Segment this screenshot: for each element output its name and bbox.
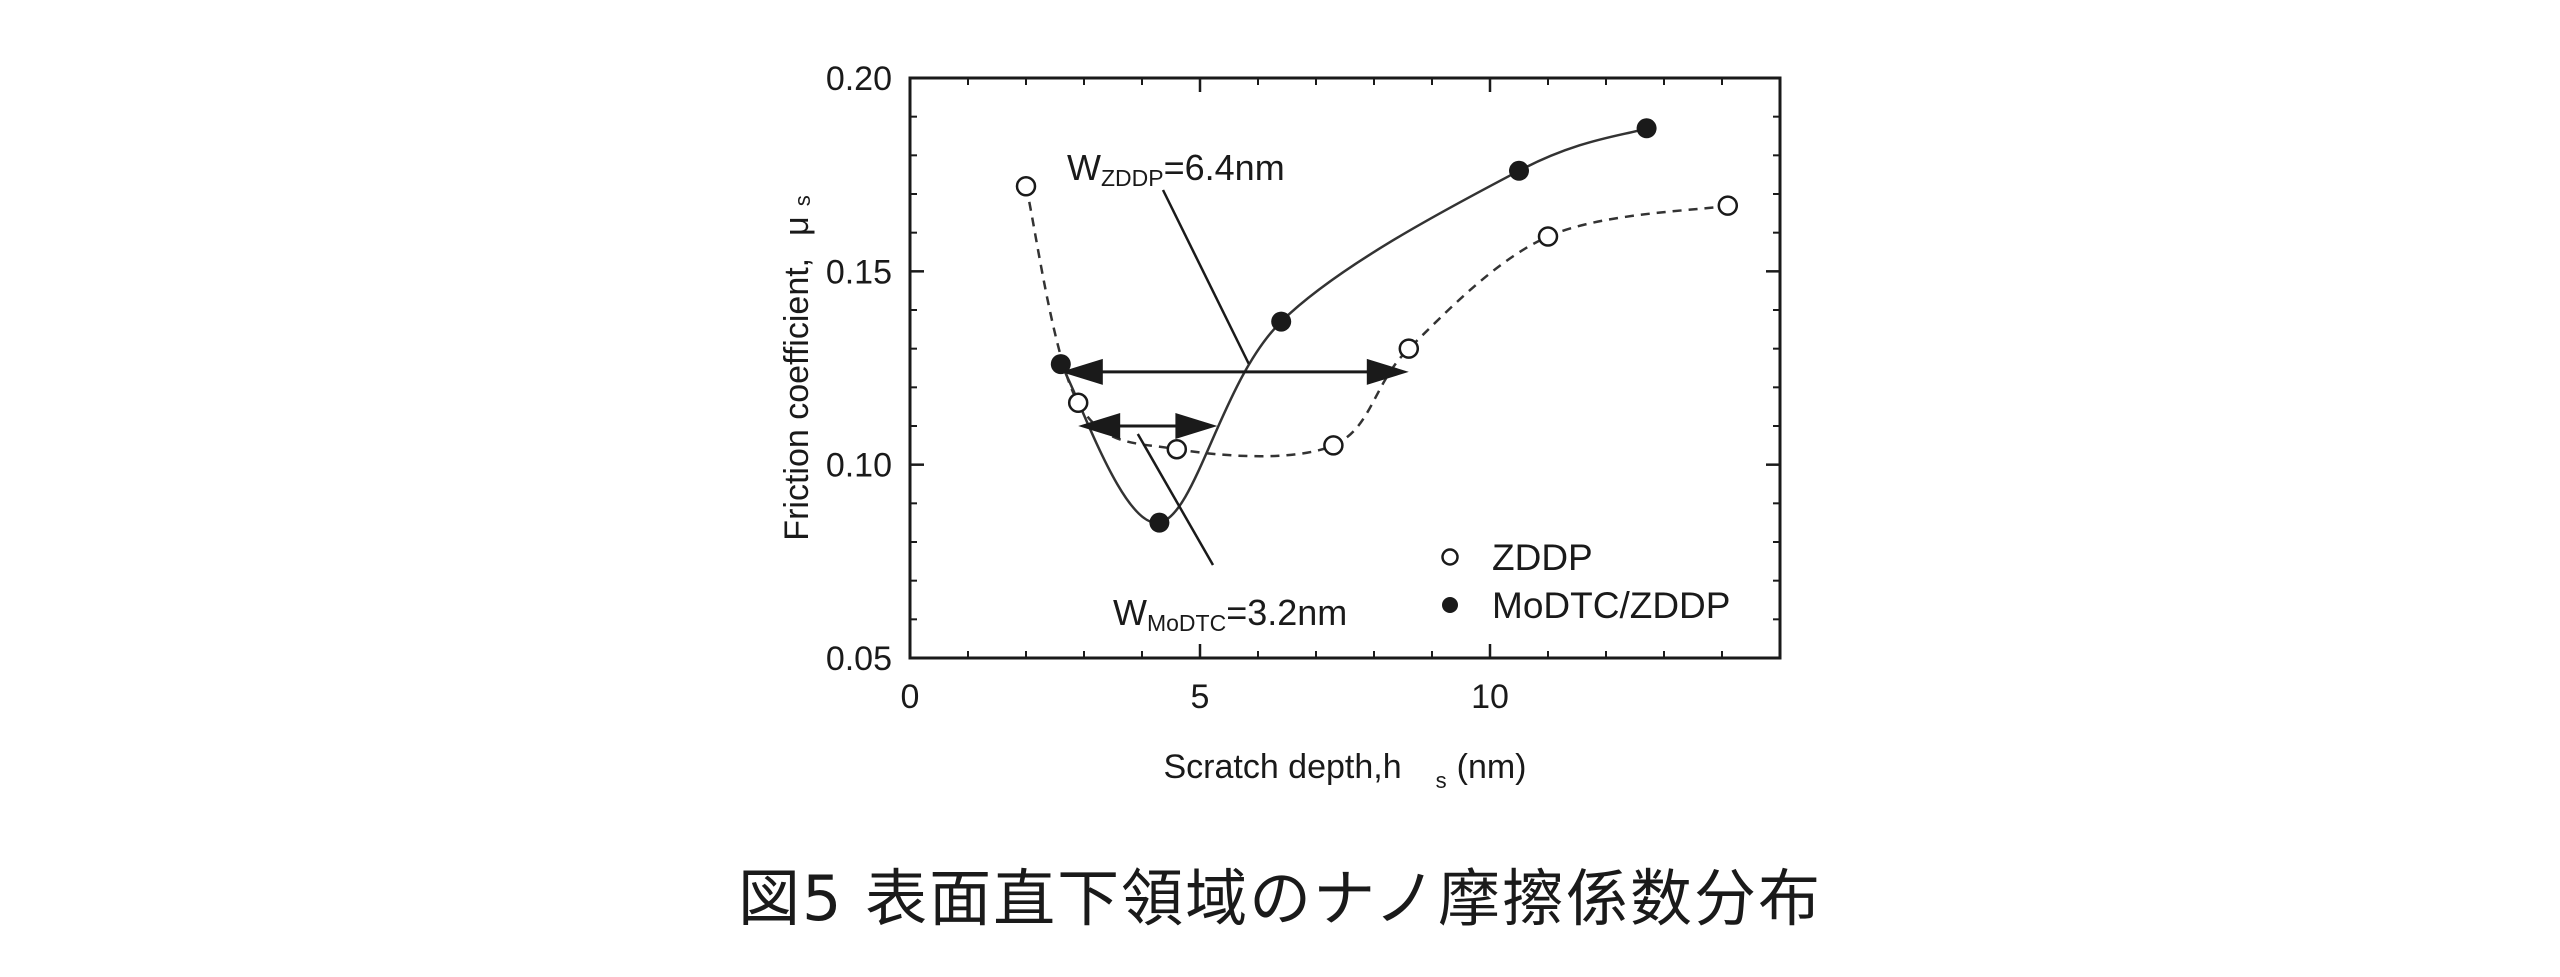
legend-label-modtc-zddp: MoDTC/ZDDP (1492, 585, 1730, 626)
y-tick-label: 0.20 (826, 60, 892, 98)
y-axis-label: Friction coefficient,μs (778, 195, 816, 540)
x-tick-label: 0 (901, 678, 920, 716)
friction-chart: 0 5 10 0.05 0.10 0.15 0.20 Scratch depth,h s (nm… (778, 60, 1782, 793)
point-zddp (1015, 176, 1037, 197)
x-tick-label: 5 (1191, 678, 1210, 716)
legend-label-zddp: ZDDP (1492, 537, 1593, 578)
tick-layer: 0 5 10 0.05 0.10 0.15 0.20 (826, 60, 1781, 716)
point-zddp (1166, 438, 1188, 460)
data-points (1015, 118, 1739, 533)
point-zddp (1323, 435, 1344, 456)
point-modtc-zddp (1636, 118, 1657, 139)
arrow-w-zddp-head-left (1060, 358, 1103, 385)
y-tick-label: 0.10 (826, 447, 892, 485)
point-zddp (1537, 226, 1559, 247)
point-modtc-zddp (1271, 311, 1292, 332)
figure-caption: 図5 表面直下領域のナノ摩擦係数分布 (737, 862, 1823, 935)
point-modtc-zddp (1050, 354, 1071, 375)
legend: ZDDP MoDTC/ZDDP (1441, 537, 1730, 626)
x-tick-label: 10 (1471, 678, 1509, 716)
plot-frame (908, 76, 1782, 660)
leader-line-zddp (1161, 189, 1250, 365)
series-line-zddp (1024, 185, 1729, 458)
legend-marker-zddp (1441, 548, 1459, 566)
width-arrows (1060, 358, 1409, 439)
x-axis-label: Scratch depth,h s (nm) (1163, 748, 1526, 793)
point-zddp (1067, 392, 1089, 414)
arrow-w-zddp-head-right (1366, 358, 1409, 385)
point-zddp (1398, 338, 1420, 359)
annotation-w-zddp: WZDDP=6.4nm (1067, 147, 1285, 191)
point-modtc-zddp (1149, 512, 1170, 533)
y-tick-label: 0.05 (826, 640, 892, 678)
legend-marker-modtc-zddp (1442, 597, 1458, 613)
point-modtc-zddp (1509, 160, 1529, 181)
point-zddp (1717, 195, 1739, 216)
y-tick-label: 0.15 (826, 253, 892, 291)
arrow-w-modtc-head-left (1078, 413, 1121, 439)
leader-line-modtc (1136, 433, 1215, 566)
arrow-w-modtc-head-right (1175, 413, 1218, 439)
annotation-w-modtc: WMoDTC=3.2nm (1113, 592, 1347, 636)
